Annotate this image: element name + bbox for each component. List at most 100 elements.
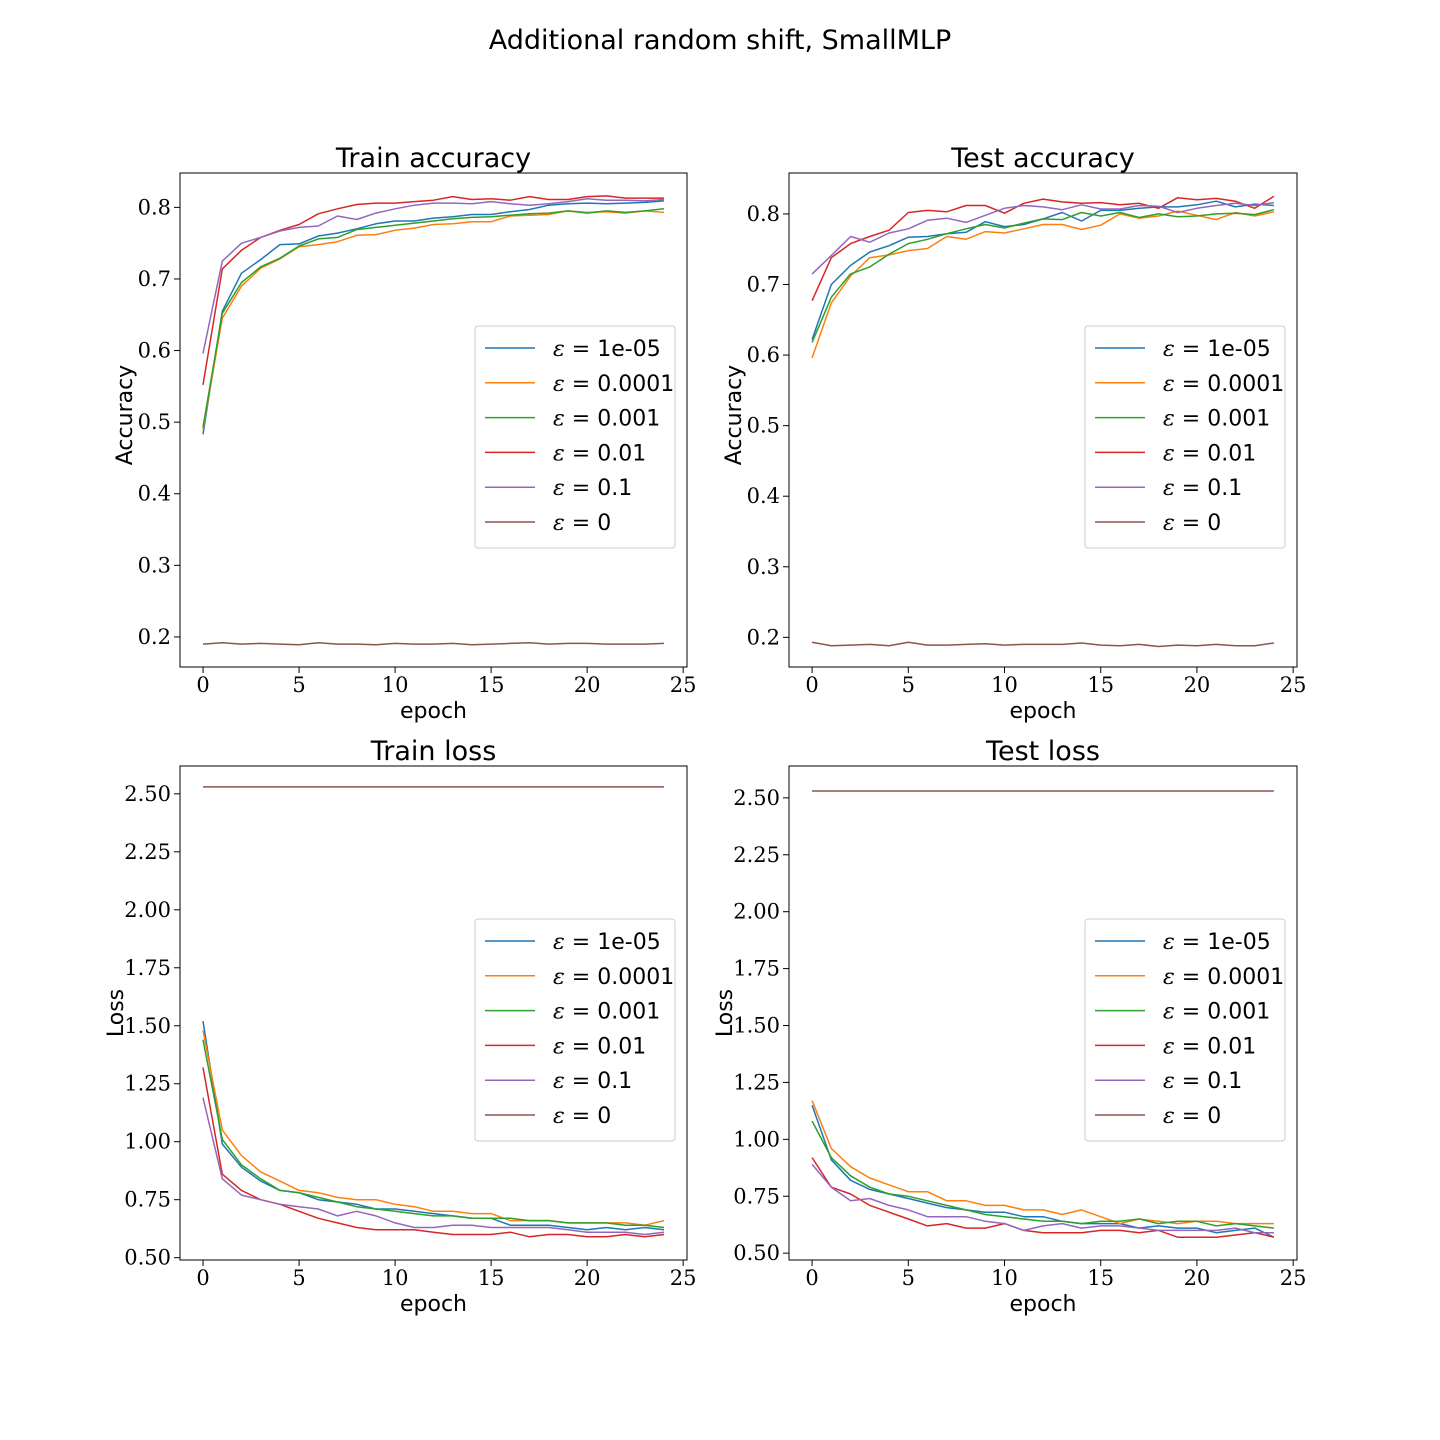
legend-epsilon-symbol: ε bbox=[1163, 1000, 1175, 1025]
train_acc-legend-label: ε = 1e-05 bbox=[553, 337, 661, 362]
test_acc-xtick-label: 25 bbox=[1280, 673, 1307, 697]
train_acc-ytick-label: 0.7 bbox=[138, 267, 171, 291]
train_acc-axes-frame bbox=[179, 172, 688, 668]
legend-equals: = bbox=[565, 1034, 597, 1059]
legend-epsilon-symbol: ε bbox=[553, 372, 565, 397]
train_acc-xtick-label: 15 bbox=[478, 673, 505, 697]
legend-epsilon-symbol: ε bbox=[553, 1034, 565, 1059]
legend-epsilon-symbol: ε bbox=[553, 441, 565, 466]
train_acc-xtick-label: 10 bbox=[382, 673, 409, 697]
legend-value: 0.0001 bbox=[1207, 965, 1284, 990]
test_acc-title: Test accuracy bbox=[950, 143, 1135, 174]
test_loss-legend-label: ε = 0 bbox=[1163, 1104, 1221, 1129]
test_loss-ytick-label: 1.75 bbox=[733, 957, 780, 981]
train_acc-xlabel: epoch bbox=[400, 699, 467, 724]
legend-epsilon-symbol: ε bbox=[553, 1069, 565, 1094]
test_loss-legend-label: ε = 0.0001 bbox=[1163, 965, 1284, 990]
test_acc-xtick-label: 0 bbox=[805, 673, 818, 697]
test_acc-ytick-label: 0.5 bbox=[747, 414, 780, 438]
train_loss-ytick-label: 1.50 bbox=[124, 1014, 171, 1038]
legend-value: 1e-05 bbox=[597, 930, 660, 955]
legend-value: 0.001 bbox=[597, 407, 660, 432]
test_acc-legend-label: ε = 0.0001 bbox=[1163, 372, 1284, 397]
legend-value: 0 bbox=[597, 1104, 611, 1129]
train_acc-ytick-label: 0.2 bbox=[138, 625, 171, 649]
train_acc-xtick-label: 25 bbox=[670, 673, 697, 697]
train_loss-legend-label: ε = 0.01 bbox=[553, 1034, 646, 1059]
legend-value: 0 bbox=[1207, 1104, 1221, 1129]
test_loss-xtick-label: 0 bbox=[805, 1266, 818, 1290]
train_loss-legend-label: ε = 0.001 bbox=[553, 1000, 660, 1025]
legend-equals: = bbox=[1175, 476, 1207, 501]
legend-value: 0 bbox=[1207, 511, 1221, 536]
legend-epsilon-symbol: ε bbox=[1163, 407, 1175, 432]
legend-equals: = bbox=[1175, 1034, 1207, 1059]
test_loss-ytick-label: 2.50 bbox=[733, 786, 780, 810]
train_acc-legend-label: ε = 0.001 bbox=[553, 407, 660, 432]
train_acc-ytick-label: 0.4 bbox=[138, 482, 171, 506]
legend-equals: = bbox=[565, 372, 597, 397]
legend-epsilon-symbol: ε bbox=[1163, 930, 1175, 955]
test_acc-xlabel: epoch bbox=[1010, 699, 1077, 724]
test_acc-xtick-label: 15 bbox=[1087, 673, 1114, 697]
train_loss-legend-label: ε = 1e-05 bbox=[553, 930, 661, 955]
legend-equals: = bbox=[565, 407, 597, 432]
test_loss-xtick-label: 20 bbox=[1184, 1266, 1211, 1290]
train_acc-legend-label: ε = 0.01 bbox=[553, 441, 646, 466]
test_acc-legend-label: ε = 0 bbox=[1163, 511, 1221, 536]
test_loss-legend-label: ε = 0.1 bbox=[1163, 1069, 1242, 1094]
test_acc-ylabel: Accuracy bbox=[722, 365, 747, 465]
legend-value: 0.001 bbox=[597, 1000, 660, 1025]
test_acc-xtick-label: 20 bbox=[1184, 673, 1211, 697]
legend-epsilon-symbol: ε bbox=[1163, 511, 1175, 536]
test_loss-legend-label: ε = 0.001 bbox=[1163, 1000, 1270, 1025]
legend-value: 0.001 bbox=[1207, 407, 1270, 432]
legend-equals: = bbox=[1175, 407, 1207, 432]
train_loss-ytick-label: 0.50 bbox=[124, 1246, 171, 1270]
legend-epsilon-symbol: ε bbox=[1163, 337, 1175, 362]
test_loss-ytick-label: 0.75 bbox=[733, 1184, 780, 1208]
train_loss-ytick-label: 2.00 bbox=[124, 898, 171, 922]
legend-value: 1e-05 bbox=[597, 337, 660, 362]
legend-value: 0.01 bbox=[597, 441, 646, 466]
legend-equals: = bbox=[1175, 1104, 1207, 1129]
train_acc-ytick-label: 0.3 bbox=[138, 553, 171, 577]
train_loss-ytick-label: 2.50 bbox=[124, 782, 171, 806]
train_loss-xtick-label: 10 bbox=[382, 1266, 409, 1290]
test_loss-title: Test loss bbox=[985, 736, 1100, 767]
train_loss-legend-box bbox=[474, 918, 676, 1142]
test_acc-ytick-label: 0.7 bbox=[747, 273, 780, 297]
train_loss-ytick-label: 1.25 bbox=[124, 1072, 171, 1096]
train_acc-xtick-label: 20 bbox=[574, 673, 601, 697]
train_acc-series-line bbox=[202, 208, 665, 428]
test_loss-ytick-label: 1.00 bbox=[733, 1127, 780, 1151]
test_loss-ytick-label: 2.00 bbox=[733, 900, 780, 924]
train_acc-series-line bbox=[202, 198, 665, 354]
test_acc-series-line bbox=[811, 208, 1275, 343]
figure-title: Additional random shift, SmallMLP bbox=[489, 25, 952, 56]
legend-epsilon-symbol: ε bbox=[1163, 965, 1175, 990]
train_acc-xtick-label: 5 bbox=[292, 673, 305, 697]
legend-equals: = bbox=[1175, 1069, 1207, 1094]
train_acc-legend-label: ε = 0.0001 bbox=[553, 372, 674, 397]
train_acc-ytick-label: 0.8 bbox=[138, 195, 171, 219]
test_acc-legend-box bbox=[1084, 325, 1286, 549]
legend-epsilon-symbol: ε bbox=[553, 476, 565, 501]
train_acc-ytick-label: 0.5 bbox=[138, 410, 171, 434]
legend-value: 0.0001 bbox=[1207, 372, 1284, 397]
train_loss-ytick-label: 2.25 bbox=[124, 840, 171, 864]
legend-equals: = bbox=[565, 441, 597, 466]
test_acc-series-line bbox=[811, 641, 1275, 648]
legend-value: 0 bbox=[597, 511, 611, 536]
legend-value: 0.1 bbox=[597, 1069, 632, 1094]
train_acc-legend-label: ε = 0 bbox=[553, 511, 611, 536]
legend-epsilon-symbol: ε bbox=[1163, 441, 1175, 466]
test_loss-legend-box bbox=[1084, 918, 1286, 1142]
test_acc-series-line bbox=[811, 195, 1275, 302]
legend-value: 0.0001 bbox=[597, 965, 674, 990]
legend-value: 0.01 bbox=[597, 1034, 646, 1059]
test_loss-series-line bbox=[811, 1120, 1274, 1229]
test_acc-ytick-label: 0.8 bbox=[747, 202, 780, 226]
test_acc-axes-frame bbox=[788, 172, 1298, 668]
